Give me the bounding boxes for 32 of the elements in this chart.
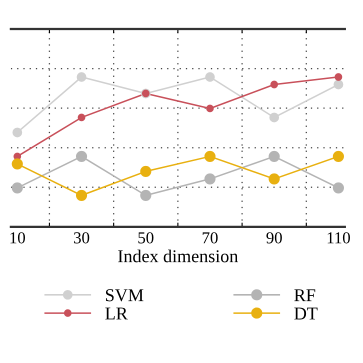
point: [12, 158, 23, 170]
point: [334, 73, 342, 81]
point: [205, 72, 215, 82]
point: [76, 190, 88, 201]
point: [204, 173, 216, 184]
x-tick-label: 30: [74, 232, 90, 244]
point: [12, 128, 22, 138]
point: [78, 114, 86, 122]
point: [76, 150, 88, 162]
x-axis-title: Index dimension: [118, 250, 238, 262]
point: [140, 190, 152, 201]
x-tick-label: 70: [202, 232, 218, 244]
point: [140, 166, 152, 177]
point: [332, 182, 344, 194]
legend-label: RF: [294, 289, 316, 302]
point: [268, 173, 280, 184]
x-tick-label: 10: [10, 232, 26, 244]
x-tick-label: 50: [138, 232, 154, 244]
point: [270, 80, 278, 88]
point: [76, 72, 86, 82]
legend-label: DT: [294, 308, 318, 320]
point: [206, 104, 214, 112]
point: [12, 182, 23, 194]
x-tick-label: 110: [328, 232, 350, 244]
point: [334, 80, 344, 90]
point: [268, 150, 280, 162]
point: [332, 150, 344, 162]
legend-label: LR: [105, 308, 128, 320]
x-tick-label: 90: [266, 232, 282, 244]
point: [269, 112, 280, 122]
point: [204, 150, 216, 162]
legend-label: SVM: [106, 289, 144, 302]
